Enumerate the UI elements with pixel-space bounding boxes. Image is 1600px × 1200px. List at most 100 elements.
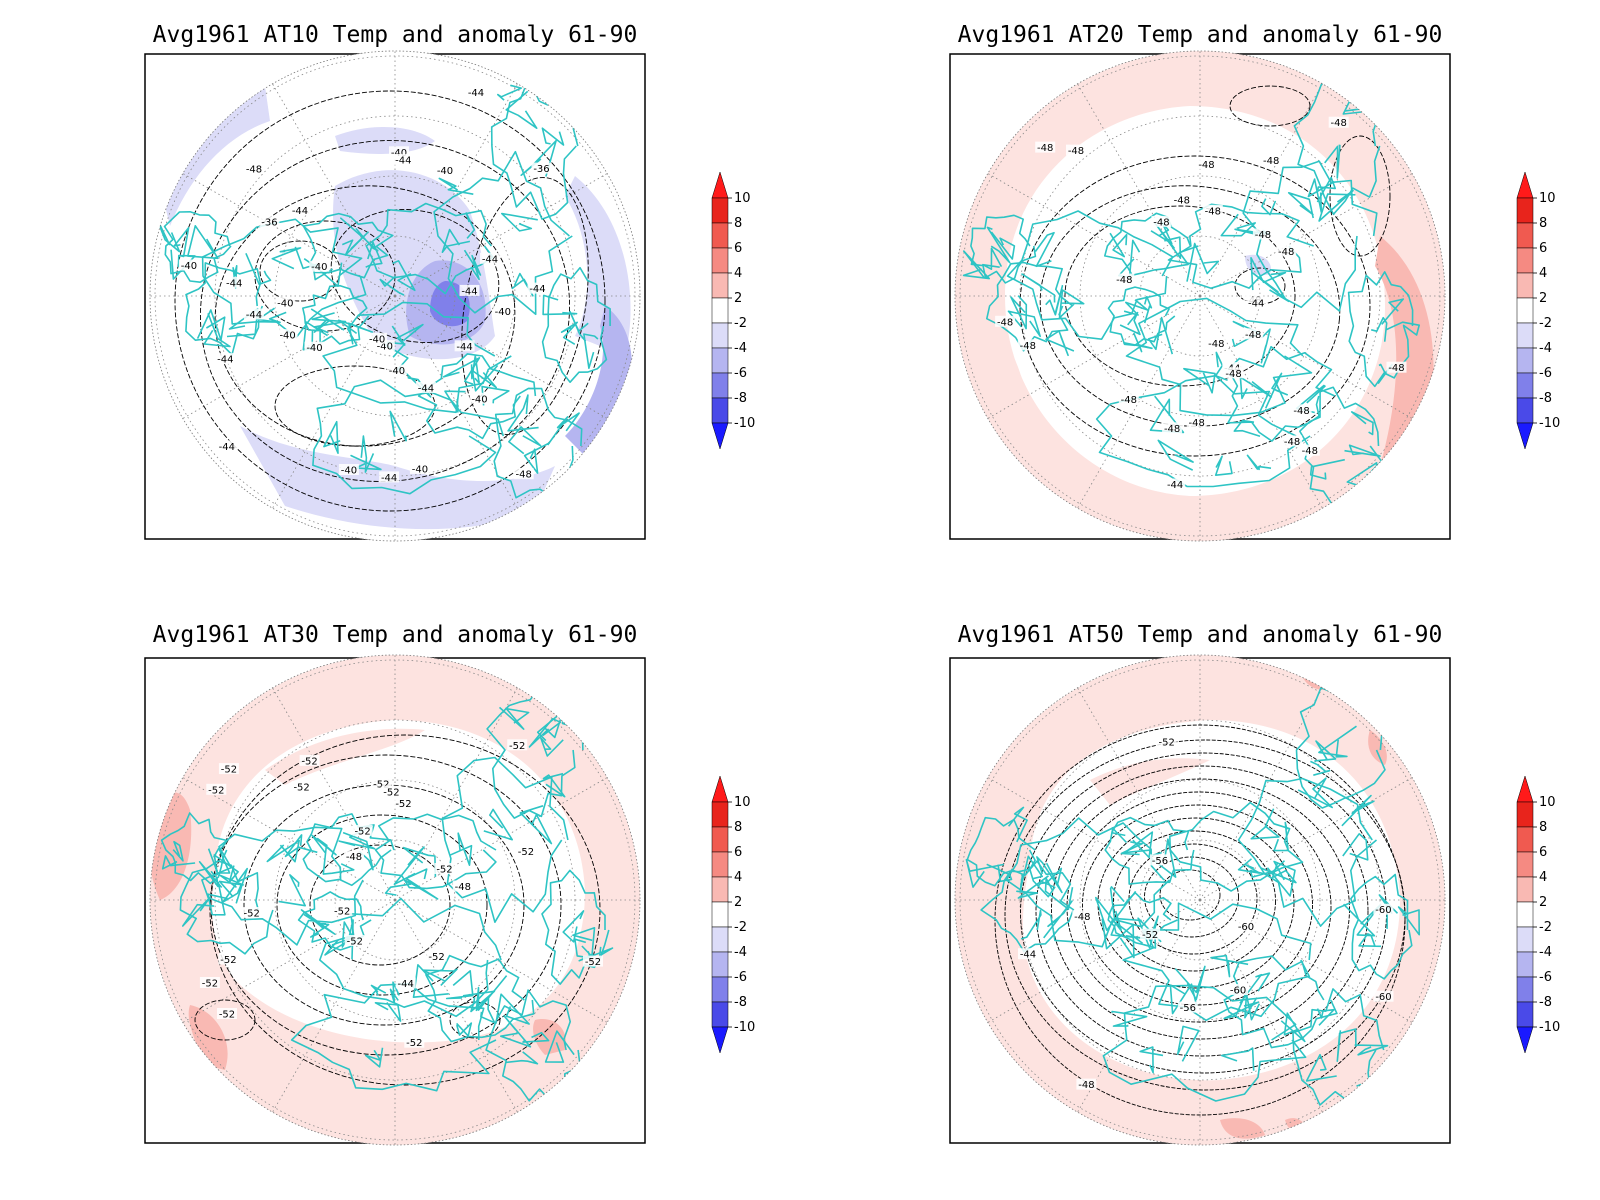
colorbar-bin <box>1516 247 1534 274</box>
colorbar-bin <box>711 801 729 828</box>
contour-label-bg <box>480 252 500 264</box>
colorbar-tick-label: -10 <box>1539 1020 1560 1035</box>
colorbar-bin <box>711 222 729 249</box>
contour-label-bg <box>1066 144 1086 156</box>
colorbar-bin <box>1516 976 1534 1003</box>
contour-label: -44 <box>418 384 434 395</box>
colorbar-at50: 10 8 6 4 2 -2 -4 -6 -8 -10 <box>1516 775 1560 1054</box>
coastline <box>1154 222 1182 259</box>
colorbar-tick-label: 2 <box>734 291 742 306</box>
contour-label: -52 <box>219 1010 235 1021</box>
coastline <box>980 860 1075 953</box>
contour-label-bg <box>469 392 490 404</box>
meridian-line <box>987 173 1201 297</box>
coastline <box>1119 311 1141 336</box>
coastline <box>433 150 573 316</box>
contour-label-bg <box>304 341 325 353</box>
coastline <box>990 231 1016 260</box>
contour-label-bg <box>259 216 280 228</box>
contour-label-bg <box>492 305 513 317</box>
contour-label-bg <box>415 382 436 393</box>
contour-label-bg <box>459 284 480 296</box>
coastline <box>1107 286 1176 347</box>
contour-label: -52 <box>1159 738 1175 749</box>
coastline <box>389 410 407 442</box>
coastline <box>1316 1008 1335 1026</box>
temperature-contour <box>309 844 451 966</box>
temperature-contour <box>1051 778 1350 1040</box>
coastline <box>1324 144 1341 179</box>
colorbar-bin <box>1516 297 1534 324</box>
contour-label: -48 <box>1198 160 1214 171</box>
coastline <box>541 127 565 146</box>
coastline <box>1249 860 1286 878</box>
coastline <box>438 177 474 195</box>
coastline <box>1297 777 1333 809</box>
latitude-circle <box>334 235 456 357</box>
contour-label-bg <box>244 163 264 174</box>
coastline <box>1137 915 1162 949</box>
contour-label: -52 <box>383 787 399 798</box>
contour-label-bg <box>1196 158 1217 170</box>
coastline <box>342 831 374 871</box>
contour-label: -48 <box>1255 230 1271 241</box>
colorbar-tick-label: -8 <box>1539 391 1552 406</box>
colorbar-tick-label: 2 <box>734 895 742 910</box>
colorbar-tick-label: -2 <box>734 316 747 331</box>
contour-label: -52 <box>395 799 411 810</box>
coastline <box>222 867 248 904</box>
colorbar-tick-label: -4 <box>1539 341 1552 356</box>
contour-label-bg <box>344 935 365 946</box>
coastline <box>471 364 499 392</box>
colorbar-arrow-bottom <box>711 1026 729 1054</box>
panel-title: Avg1961 AT10 Temp and anomaly 61-90 <box>153 22 638 48</box>
coastline <box>422 968 458 986</box>
temperature-contour <box>194 999 256 1041</box>
coastline <box>441 756 569 923</box>
anomaly-shade <box>265 728 425 785</box>
coastline <box>311 834 337 856</box>
temperature-contour <box>1229 85 1311 127</box>
contour-label-bg <box>404 1036 425 1048</box>
contour-label-bg <box>1282 435 1303 447</box>
coastline <box>1260 328 1271 364</box>
contour-label-bg <box>1202 204 1223 216</box>
coastline <box>505 90 538 129</box>
coastline <box>1386 321 1420 336</box>
coastline <box>1237 777 1378 927</box>
coastline <box>322 846 355 875</box>
meridian-line <box>1199 899 1413 1023</box>
coastline <box>1341 794 1375 827</box>
coastline <box>278 874 306 907</box>
coastline <box>170 249 196 280</box>
contour-label: -52 <box>301 756 317 767</box>
contour-label: -44 <box>292 206 308 217</box>
coastline <box>1016 875 1049 899</box>
colorbar-bin <box>1516 197 1534 224</box>
colorbar-tick-label: 4 <box>734 870 742 885</box>
coastline <box>475 975 508 1012</box>
contour-label-bg <box>224 276 245 288</box>
coastline <box>1252 272 1290 303</box>
colorbar-tick-label: 8 <box>734 820 742 835</box>
coastline <box>393 846 425 886</box>
colorbar-arrow-bottom <box>711 422 729 450</box>
contour-label-bg <box>434 863 455 874</box>
coastline <box>986 863 1013 883</box>
colorbar-tick-label: -8 <box>734 391 747 406</box>
contour-label: -52 <box>509 741 525 752</box>
coastline <box>302 212 394 279</box>
contour-label: -48 <box>346 852 362 863</box>
coastline <box>1350 411 1374 436</box>
coastline <box>1239 972 1271 1004</box>
colorbar-tick-label: -4 <box>734 341 747 356</box>
meridian-line <box>1199 295 1413 419</box>
colorbar-tick-label: -6 <box>734 970 747 985</box>
coastline <box>1309 458 1345 480</box>
coastline <box>1316 176 1336 203</box>
contour-label-bg <box>374 340 395 352</box>
contour-label: -40 <box>277 298 293 309</box>
colorbar-bin <box>1516 322 1534 349</box>
meridian-line <box>182 899 396 1023</box>
